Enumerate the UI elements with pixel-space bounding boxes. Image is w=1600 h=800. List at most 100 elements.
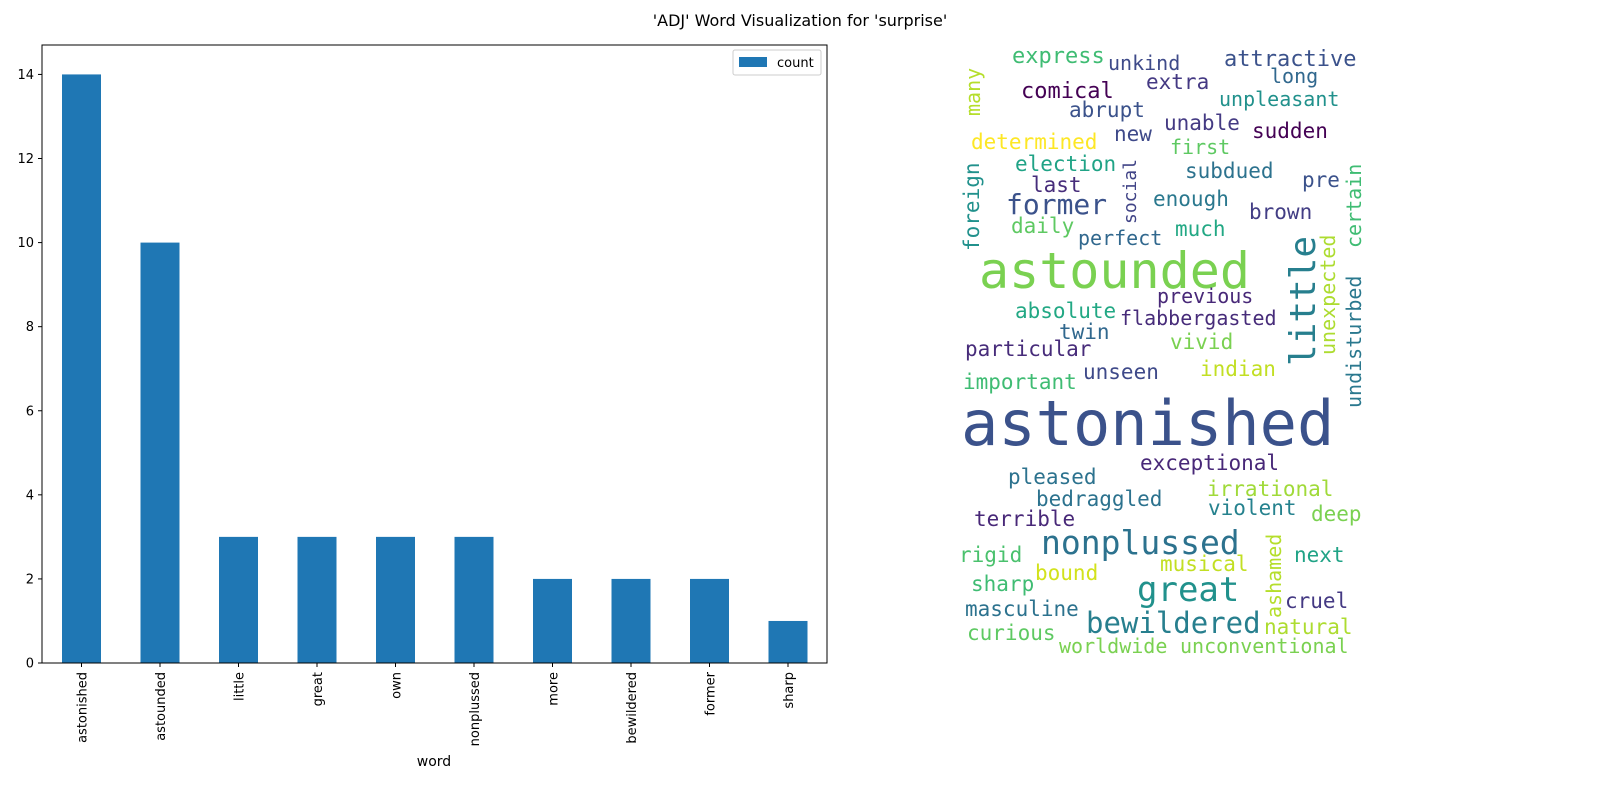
wordcloud-word: deep [1311, 502, 1362, 526]
wordcloud-word: comical [1021, 79, 1114, 104]
wordcloud-word: election [1015, 152, 1116, 176]
bar-astonished [62, 74, 101, 663]
x-tick-label: own [390, 672, 405, 699]
wordcloud-word: perfect [1078, 226, 1162, 250]
wordcloud-word: pleased [1008, 465, 1097, 489]
bar-own [376, 536, 415, 663]
x-axis: astonished astounded little great own nonplus… [76, 663, 797, 746]
x-tick-label: more [547, 672, 562, 706]
y-tick-label: 8 [26, 320, 34, 335]
wordcloud-word: determined [971, 130, 1097, 154]
wordcloud-word: violent [1208, 496, 1297, 520]
x-tick-label: little [233, 672, 248, 701]
y-tick-label: 12 [17, 152, 34, 167]
x-tick-label: nonplussed [468, 672, 483, 746]
y-tick-label: 2 [26, 572, 34, 587]
y-tick-label: 10 [17, 236, 34, 251]
wordcloud-word: indian [1200, 357, 1276, 381]
wordcloud-word: daily [1011, 214, 1074, 238]
wordcloud-word: unable [1164, 111, 1240, 135]
wordcloud-word: certain [1342, 164, 1366, 248]
y-axis: 0 2 4 6 8 10 12 14 [17, 68, 42, 672]
wordcloud-word: subdued [1185, 159, 1274, 183]
wordcloud-word: astonished [961, 387, 1334, 460]
bar-more [533, 578, 572, 663]
x-tick-label: astounded [154, 672, 169, 741]
figure-title: 'ADJ' Word Visualization for 'surprise' [652, 11, 948, 30]
wordcloud-word: many [961, 68, 985, 116]
legend-box [732, 49, 822, 76]
wordcloud-word: bound [1035, 561, 1098, 585]
x-tick-label: great [311, 672, 326, 706]
plot-frame [41, 44, 828, 664]
wordcloud-word: irrational [1207, 477, 1333, 501]
wordcloud-word: twin [1059, 320, 1110, 344]
bar-great [297, 536, 337, 663]
bars-layer [62, 74, 808, 663]
wordcloud-word: great [1137, 570, 1239, 610]
y-tick-label: 0 [26, 657, 34, 672]
legend-swatch-count [739, 57, 767, 67]
x-tick-label: former [704, 671, 719, 715]
x-tick-label: bewildered [625, 672, 640, 744]
wordcloud-word: long [1270, 64, 1318, 88]
wordcloud-word: particular [965, 337, 1091, 361]
wordcloud-word: attractive [1224, 47, 1356, 72]
legend-label-count: count [777, 56, 814, 71]
bar-sharp [768, 620, 808, 663]
x-tick-label: astonished [76, 672, 91, 743]
wordcloud-word: unconventional [1180, 634, 1349, 658]
wordcloud-word: former [1006, 188, 1107, 221]
wordcloud-word: social [1120, 159, 1141, 224]
wordcloud-word: unkind [1108, 51, 1180, 75]
wordcloud-word: sudden [1252, 119, 1328, 143]
bar-astounded [140, 242, 180, 663]
wordcloud-word: worldwide [1059, 634, 1167, 658]
wordcloud-word: exceptional [1140, 451, 1279, 475]
bar-nonplussed [454, 536, 494, 663]
wordcloud-word: nonplussed [1041, 523, 1240, 562]
x-tick-label: sharp [782, 672, 797, 709]
wordcloud-word: undisturbed [1342, 276, 1366, 408]
wordcloud-word: foreign [960, 162, 984, 251]
wordcloud-word: sharp [971, 572, 1034, 596]
wordcloud-word: bedraggled [1036, 487, 1162, 511]
wordcloud-word: express [1012, 44, 1105, 69]
wordcloud-word: ashamed [1262, 534, 1286, 618]
wordcloud-word: enough [1153, 187, 1229, 211]
wordcloud-word: important [963, 370, 1077, 394]
wordcloud-word: pre [1302, 168, 1340, 192]
wordcloud-word: next [1294, 543, 1345, 567]
bar-little [219, 536, 258, 663]
y-tick-label: 14 [17, 68, 34, 83]
y-tick-label: 6 [26, 404, 34, 419]
bar-bewildered [611, 578, 651, 663]
wordcloud-word: flabbergasted [1120, 306, 1277, 330]
wordcloud-word: rigid [959, 543, 1022, 567]
wordcloud-word: abrupt [1069, 98, 1145, 122]
wordcloud-word: terrible [974, 507, 1075, 531]
wordcloud-word: first [1170, 135, 1230, 159]
wordcloud-word: natural [1264, 615, 1353, 639]
wordcloud-word: last [1031, 173, 1082, 197]
bar-former [690, 578, 729, 663]
wordcloud-word: curious [967, 621, 1056, 645]
x-axis-label: word [417, 754, 451, 770]
wordcloud-word: unexpected [1316, 235, 1340, 355]
wordcloud-word: little [1283, 236, 1324, 366]
wordcloud-word: much [1175, 217, 1226, 241]
wordcloud-word: astounded [979, 242, 1250, 300]
legend: count [732, 49, 822, 76]
wordcloud-word: vivid [1170, 330, 1233, 354]
wordcloud-word: masculine [965, 597, 1079, 621]
wordcloud-word: cruel [1285, 589, 1348, 613]
wordcloud-word: unpleasant [1219, 87, 1339, 111]
wordcloud-word: absolute [1015, 299, 1116, 323]
wordcloud-word: previous [1157, 284, 1253, 308]
wordcloud-word: unseen [1083, 360, 1159, 384]
wordcloud-word: new [1114, 122, 1152, 146]
wordcloud-word: brown [1249, 200, 1312, 224]
wordcloud-word: extra [1146, 70, 1209, 94]
